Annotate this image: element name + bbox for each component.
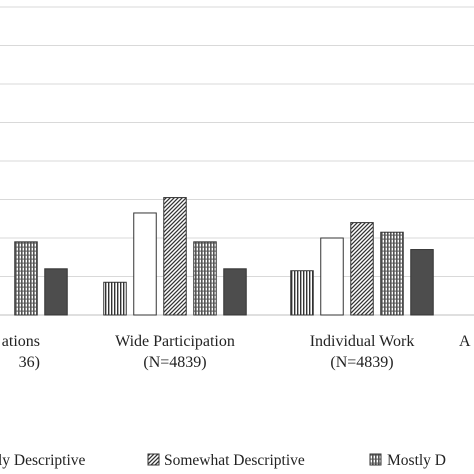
category-label: Wide Participation: [115, 333, 235, 350]
legend-label: Somewhat Descriptive: [164, 452, 305, 469]
category-label: ations: [2, 333, 40, 350]
category-labels: ations 36) Wide Participation (N=4839) Indiv…: [2, 333, 471, 371]
legend-label: Mostly D: [387, 452, 446, 469]
category-label: 36): [19, 354, 40, 371]
bar: [320, 237, 344, 316]
category-label: A: [459, 333, 471, 350]
bar: [350, 222, 374, 316]
bar: [44, 268, 68, 316]
gridlines: [0, 6, 474, 277]
bar: [163, 197, 187, 316]
legend-swatch: [369, 453, 382, 466]
bar: [380, 231, 404, 316]
category-label: (N=4839): [143, 354, 206, 371]
category-label: Individual Work: [310, 333, 415, 350]
bar: [133, 212, 157, 316]
legend: ly Descriptive Somewhat Descriptive Mostly…: [0, 452, 446, 469]
legend-label: ly Descriptive: [0, 452, 85, 469]
category-label: (N=4839): [330, 354, 393, 371]
bar: [193, 241, 217, 316]
bar: [14, 241, 38, 316]
legend-swatch: [147, 453, 160, 466]
bar: [290, 270, 314, 316]
bars-group: [14, 197, 434, 316]
bar: [223, 268, 247, 316]
bar: [410, 249, 434, 316]
bar: [103, 281, 127, 316]
